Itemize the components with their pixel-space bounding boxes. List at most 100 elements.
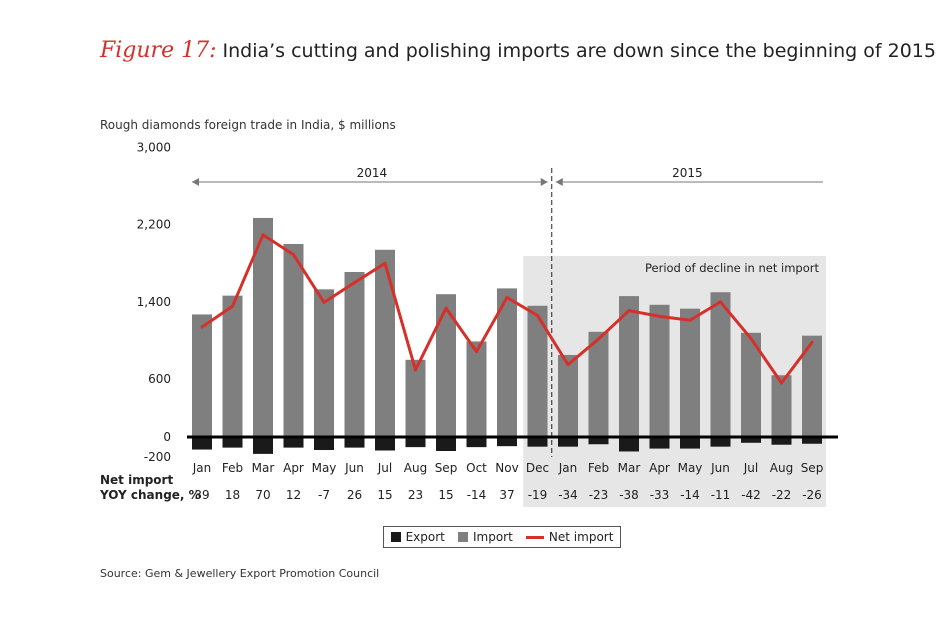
net-import-point bbox=[627, 309, 631, 313]
legend-swatch-export bbox=[390, 532, 401, 542]
x-tick-label: Sep bbox=[435, 461, 458, 475]
x-tick-label: May bbox=[678, 461, 703, 475]
export-bar bbox=[680, 437, 700, 449]
export-bar bbox=[192, 437, 212, 450]
yoy-change-value: -7 bbox=[318, 488, 330, 502]
y-tick-label: 2,200 bbox=[137, 218, 171, 232]
legend-item-export: Export bbox=[390, 530, 445, 544]
export-bar bbox=[771, 437, 792, 445]
x-tick-label: May bbox=[312, 461, 337, 475]
source-note: Source: Gem & Jewellery Export Promotion… bbox=[100, 567, 380, 580]
y-tick-label: 3,000 bbox=[137, 141, 171, 155]
yoy-change-value: -42 bbox=[741, 488, 761, 502]
yoy-change-value: -14 bbox=[680, 488, 700, 502]
export-bar bbox=[558, 437, 578, 447]
export-bar bbox=[253, 437, 273, 454]
import-bar bbox=[558, 354, 578, 437]
export-bar bbox=[314, 437, 334, 451]
x-tick-label: Mar bbox=[618, 461, 641, 475]
yoy-change-value: -38 bbox=[619, 488, 639, 502]
chart-title: Figure 17: India’s cutting and polishing … bbox=[100, 38, 936, 63]
export-bar bbox=[344, 437, 365, 448]
x-tick-label: Feb bbox=[588, 461, 609, 475]
export-bar bbox=[527, 437, 548, 447]
export-bar bbox=[497, 437, 517, 447]
import-bar bbox=[649, 304, 670, 437]
net-import-point bbox=[658, 314, 661, 318]
net-import-point bbox=[414, 368, 417, 372]
import-bar bbox=[405, 359, 426, 437]
chart-subtitle: Rough diamonds foreign trade in India, $… bbox=[100, 118, 396, 132]
export-bar bbox=[405, 437, 426, 448]
import-bar bbox=[375, 249, 395, 437]
export-bar bbox=[466, 437, 487, 448]
x-tick-label: Oct bbox=[466, 461, 487, 475]
yoy-change-value: 39 bbox=[194, 488, 209, 502]
yoy-change-value: -26 bbox=[802, 488, 822, 502]
import-bar bbox=[466, 341, 487, 437]
export-bar bbox=[436, 437, 456, 451]
x-tick-label: Aug bbox=[770, 461, 793, 475]
x-tick-label: Jan bbox=[192, 461, 212, 475]
yoy-change-value: 23 bbox=[408, 488, 423, 502]
legend-swatch-import bbox=[457, 532, 468, 542]
import-bar bbox=[588, 331, 609, 437]
import-bar bbox=[741, 332, 761, 437]
net-import-point bbox=[536, 313, 539, 317]
x-tick-label: Aug bbox=[404, 461, 427, 475]
x-tick-label: Dec bbox=[526, 461, 549, 475]
yoy-change-value: -11 bbox=[711, 488, 731, 502]
import-bar bbox=[314, 289, 334, 437]
x-tick-label: Jan bbox=[558, 461, 578, 475]
yoy-change-value: -34 bbox=[558, 488, 578, 502]
arrowhead-left-2014 bbox=[192, 178, 199, 186]
export-bar bbox=[710, 437, 731, 447]
net-import-point bbox=[383, 261, 387, 265]
yoy-change-value: 15 bbox=[377, 488, 392, 502]
period-label-2015: 2015 bbox=[672, 166, 703, 180]
x-tick-label: Nov bbox=[495, 461, 518, 475]
yoy-change-value: 70 bbox=[255, 488, 270, 502]
yoy-change-value: -33 bbox=[650, 488, 670, 502]
legend-item-net-import: Net import bbox=[525, 530, 614, 544]
x-tick-label: Jul bbox=[743, 461, 758, 475]
net-import-point bbox=[200, 325, 204, 329]
import-bar bbox=[527, 305, 548, 437]
export-bar bbox=[619, 437, 639, 452]
export-bar bbox=[802, 437, 822, 444]
net-import-point bbox=[444, 306, 448, 310]
net-import-point bbox=[780, 381, 783, 385]
import-bar bbox=[344, 271, 365, 437]
export-bar bbox=[222, 437, 243, 448]
y-tick-label: -200 bbox=[144, 450, 171, 464]
y-tick-label: 600 bbox=[148, 372, 171, 386]
x-tick-label: Jun bbox=[710, 461, 730, 475]
yoy-change-value: 18 bbox=[225, 488, 240, 502]
net-import-point bbox=[688, 318, 692, 322]
import-bar bbox=[436, 294, 456, 437]
net-import-point bbox=[719, 300, 722, 304]
net-import-point bbox=[475, 350, 478, 354]
legend-label-export: Export bbox=[405, 530, 445, 544]
net-import-point bbox=[322, 300, 326, 304]
legend-swatch-net-import bbox=[525, 535, 544, 539]
import-bar bbox=[710, 292, 731, 437]
x-tick-label: Jun bbox=[344, 461, 364, 475]
y-tick-label: 0 bbox=[163, 430, 171, 444]
yoy-change-value: 37 bbox=[499, 488, 514, 502]
x-tick-label: Feb bbox=[222, 461, 243, 475]
import-bar bbox=[253, 217, 273, 437]
yoy-change-value: -19 bbox=[528, 488, 548, 502]
arrowhead-left-2015 bbox=[555, 178, 563, 186]
import-bar bbox=[222, 295, 243, 437]
import-bar bbox=[283, 244, 304, 437]
yoy-change-value: -22 bbox=[772, 488, 792, 502]
import-bar bbox=[497, 288, 517, 437]
x-tick-label: Jul bbox=[377, 461, 392, 475]
net-import-point bbox=[749, 337, 753, 341]
title-text: India’s cutting and polishing imports ar… bbox=[222, 40, 936, 62]
legend-label-net-import: Net import bbox=[548, 530, 614, 544]
y-tick-label: 1,400 bbox=[137, 295, 171, 309]
import-bar bbox=[619, 296, 639, 437]
